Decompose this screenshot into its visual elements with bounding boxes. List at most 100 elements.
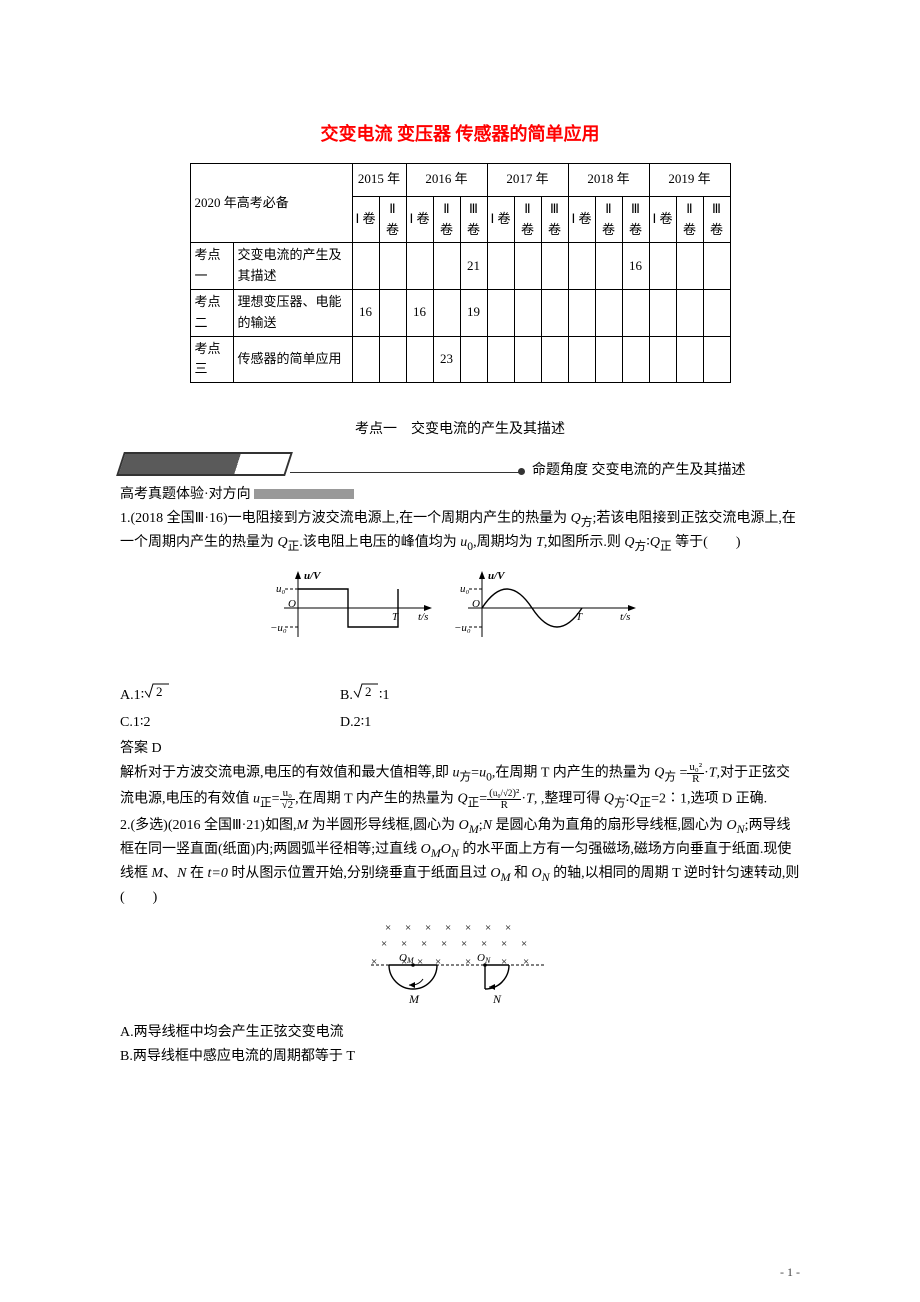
roman-col: Ⅱ 卷: [676, 196, 703, 243]
table-row: 考点二 理想变压器、电能的输送 16 16 19: [190, 289, 730, 336]
var-Q: Q: [278, 535, 288, 550]
neg-u0-label: −u₀: [454, 622, 471, 634]
roman-col: Ⅱ 卷: [379, 196, 406, 243]
val-cell: [595, 289, 622, 336]
sub-zheng: 正: [660, 540, 672, 553]
year-2019: 2019 年: [649, 163, 730, 196]
val-cell: [379, 243, 406, 290]
q1-answer: 答案 D: [120, 738, 800, 760]
val-cell: [406, 336, 433, 383]
kp-cell: 考点一: [190, 243, 233, 290]
roman-col: Ⅱ 卷: [514, 196, 541, 243]
sub-fang: 方: [614, 796, 626, 809]
var-Q: Q: [604, 791, 614, 806]
choice-C: C.1∶2: [120, 712, 340, 734]
val-cell: [460, 336, 487, 383]
var-N: N: [177, 866, 186, 881]
q1-text: ,如图所示.则: [544, 535, 625, 550]
var-u: u: [253, 791, 260, 806]
val-cell: 16: [622, 243, 649, 290]
svg-text:M: M: [406, 956, 415, 965]
ylabel: u/V: [304, 570, 322, 582]
val-cell: [379, 336, 406, 383]
sub-zheng: 正: [288, 540, 300, 553]
sub-N: N: [451, 846, 459, 860]
val-cell: [595, 336, 622, 383]
val-cell: [568, 336, 595, 383]
expl-text: ,整理可得: [541, 791, 604, 806]
val-cell: 16: [352, 289, 379, 336]
svg-text:×: ×: [523, 956, 529, 968]
svg-text:×: ×: [521, 938, 527, 950]
gray-bar-icon: [254, 489, 354, 499]
table-row: 考点三 传感器的简单应用 23: [190, 336, 730, 383]
sqrt2-icon: 2: [144, 681, 170, 699]
sub-M: M: [500, 870, 510, 884]
roman-col: Ⅰ 卷: [352, 196, 379, 243]
q1-text: ,周期均为: [473, 535, 536, 550]
val-cell: [622, 336, 649, 383]
var-OM: O: [459, 818, 469, 833]
choice-B: B.2∶1: [340, 681, 390, 707]
marker-line-icon: [290, 472, 520, 473]
svg-text:N: N: [492, 992, 502, 1006]
val-cell: [487, 336, 514, 383]
expl-text: ,在周期 T 内产生的热量为: [295, 791, 457, 806]
q2-choice-B: B.两导线框中感应电流的周期都等于 T: [120, 1046, 800, 1068]
val-cell: [433, 289, 460, 336]
fraction-icon: (u₀/√2)²R: [487, 788, 521, 811]
svg-text:×: ×: [445, 922, 451, 934]
roman-col: Ⅱ 卷: [433, 196, 460, 243]
sub-N: N: [542, 870, 550, 884]
svg-text:×: ×: [435, 956, 441, 968]
desc-cell: 理想变压器、电能的输送: [233, 289, 352, 336]
roman-col: Ⅱ 卷: [595, 196, 622, 243]
val-cell: [703, 289, 730, 336]
ylabel: u/V: [488, 570, 506, 582]
roman-col: Ⅰ 卷: [487, 196, 514, 243]
var-Q: Q: [650, 535, 660, 550]
var-M: M: [296, 818, 308, 833]
val-cell: [568, 243, 595, 290]
origin-label: O: [472, 598, 480, 610]
val-cell: [703, 336, 730, 383]
svg-text:N: N: [484, 956, 491, 965]
roman-col: Ⅲ 卷: [622, 196, 649, 243]
svg-text:2: 2: [365, 684, 372, 699]
loop-diagram: ××××××× ×××××××× ××××××× OM ON M N: [345, 917, 575, 1007]
val-cell: 19: [460, 289, 487, 336]
sub-zheng: 正: [468, 796, 480, 809]
val-cell: [541, 243, 568, 290]
square-wave-graph: u/V u₀ −u₀ O T t/s: [268, 565, 448, 651]
roman-col: Ⅲ 卷: [541, 196, 568, 243]
sub-N: N: [737, 822, 745, 836]
T-label: T: [392, 611, 399, 623]
roman-col: Ⅲ 卷: [460, 196, 487, 243]
q1-explanation: 解析对于方波交流电源,电压的有效值和最大值相等,即 u方=u0,在周期 T 内产…: [120, 762, 800, 812]
var-Q: Q: [629, 791, 639, 806]
var-ON: O: [531, 866, 541, 881]
expl-text: ,在周期 T 内产生的热量为: [492, 766, 654, 781]
var-T: T: [709, 766, 717, 781]
T-label: T: [576, 611, 583, 623]
xlabel: t/s: [418, 611, 428, 623]
var-ON: O: [727, 818, 737, 833]
fraction-icon: u₀²R: [687, 762, 704, 785]
sub-fang: 方: [664, 771, 676, 784]
year-2017: 2017 年: [487, 163, 568, 196]
sub-fang: 方: [581, 516, 593, 529]
q2-text: 和: [510, 866, 531, 881]
var-OM: O: [490, 866, 500, 881]
q1-stem: 1.(2018 全国Ⅲ·16)一电阻接到方波交流电源上,在一个周期内产生的热量为…: [120, 508, 800, 557]
svg-text:O: O: [477, 952, 485, 964]
val-cell: [676, 243, 703, 290]
choice-A: A.1∶2: [120, 681, 340, 707]
loop-figure: ××××××× ×××××××× ××××××× OM ON M N: [120, 917, 800, 1015]
svg-text:O: O: [399, 952, 407, 964]
sub-M: M: [431, 846, 441, 860]
val-cell: [622, 289, 649, 336]
svg-text:×: ×: [441, 938, 447, 950]
svg-text:×: ×: [425, 922, 431, 934]
marker-label: 命题角度 交变电流的产生及其描述: [532, 460, 746, 482]
exam-topic-table: 2020 年高考必备 2015 年 2016 年 2017 年 2018 年 2…: [190, 163, 731, 383]
